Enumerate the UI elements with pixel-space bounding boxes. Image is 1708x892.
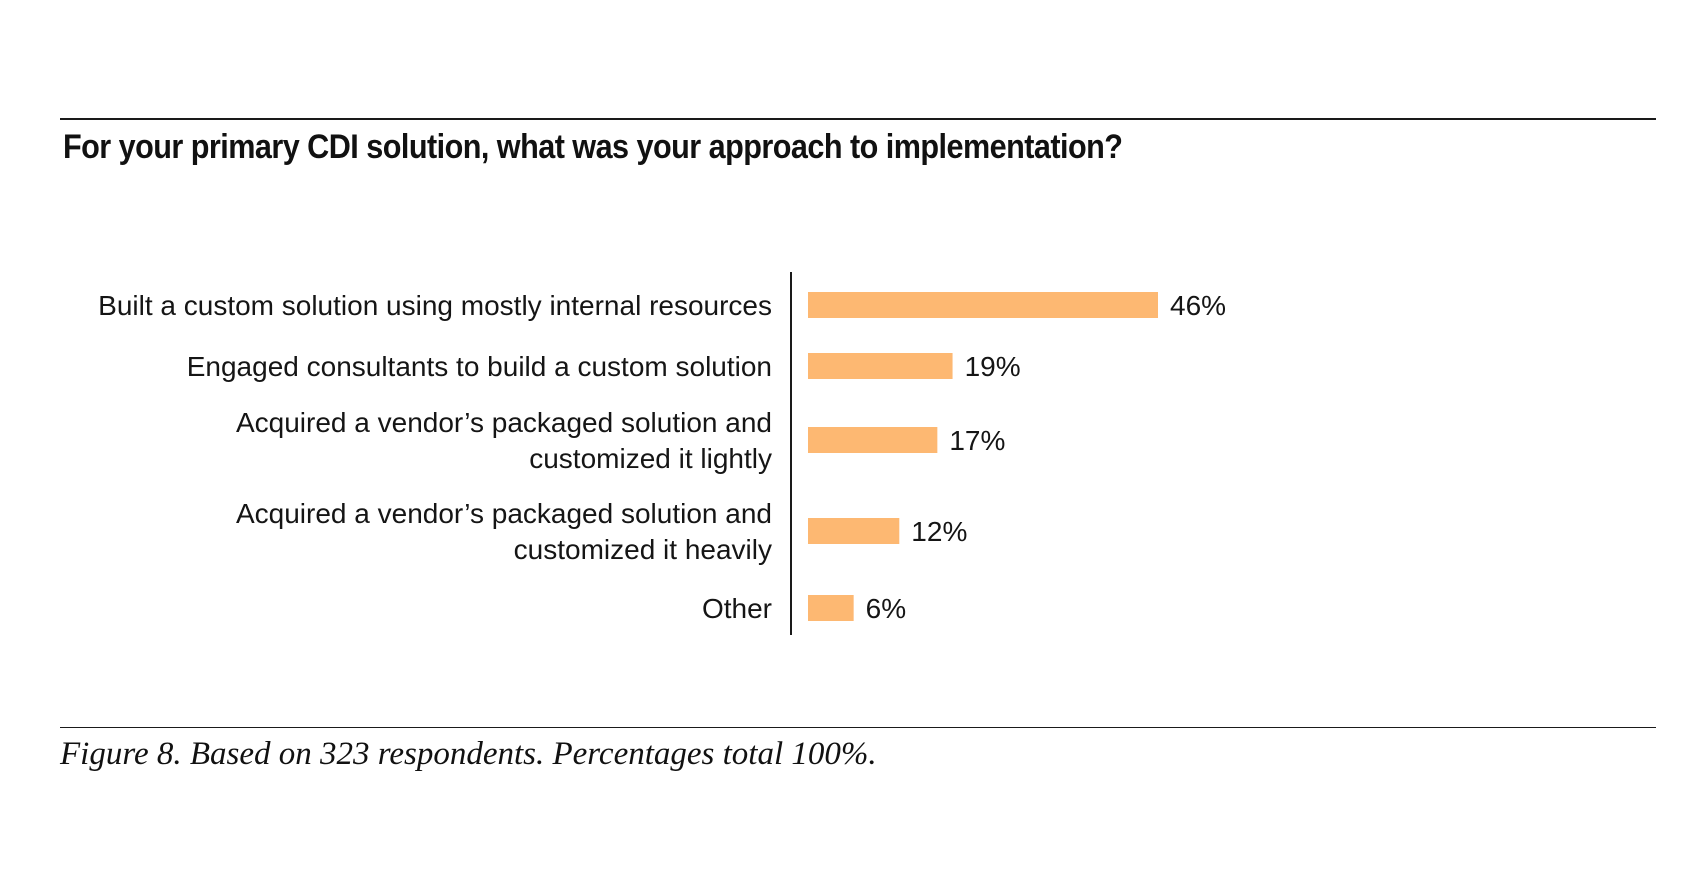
- category-label-3-line-1: Acquired a vendor’s packaged solution an…: [236, 407, 772, 438]
- value-label-2: 19%: [965, 351, 1021, 382]
- value-label-1: 46%: [1170, 290, 1226, 321]
- bottom-rule: [60, 727, 1656, 728]
- bar-2: [808, 353, 953, 379]
- category-label-1: Built a custom solution using mostly int…: [98, 290, 772, 321]
- category-label-3-line-2: customized it lightly: [529, 443, 772, 474]
- bar-1: [808, 292, 1158, 318]
- bar-3: [808, 427, 938, 453]
- bar-4: [808, 518, 900, 544]
- category-label-4-line-2: customized it heavily: [514, 534, 772, 565]
- category-label-5: Other: [702, 593, 772, 624]
- category-labels-layer: Built a custom solution using mostly int…: [98, 290, 772, 624]
- bar-5: [808, 595, 854, 621]
- value-label-5: 6%: [866, 593, 906, 624]
- category-label-4-line-1: Acquired a vendor’s packaged solution an…: [236, 498, 772, 529]
- value-label-3: 17%: [949, 425, 1005, 456]
- bars-layer: [808, 292, 1158, 621]
- value-labels-layer: 46% 19% 17% 12% 6%: [866, 290, 1226, 624]
- top-rule: [60, 118, 1656, 120]
- value-label-4: 12%: [911, 516, 967, 547]
- figure-caption: Figure 8. Based on 323 respondents. Perc…: [60, 736, 877, 772]
- category-label-2: Engaged consultants to build a custom so…: [187, 351, 772, 382]
- chart-title: For your primary CDI solution, what was …: [63, 128, 1123, 166]
